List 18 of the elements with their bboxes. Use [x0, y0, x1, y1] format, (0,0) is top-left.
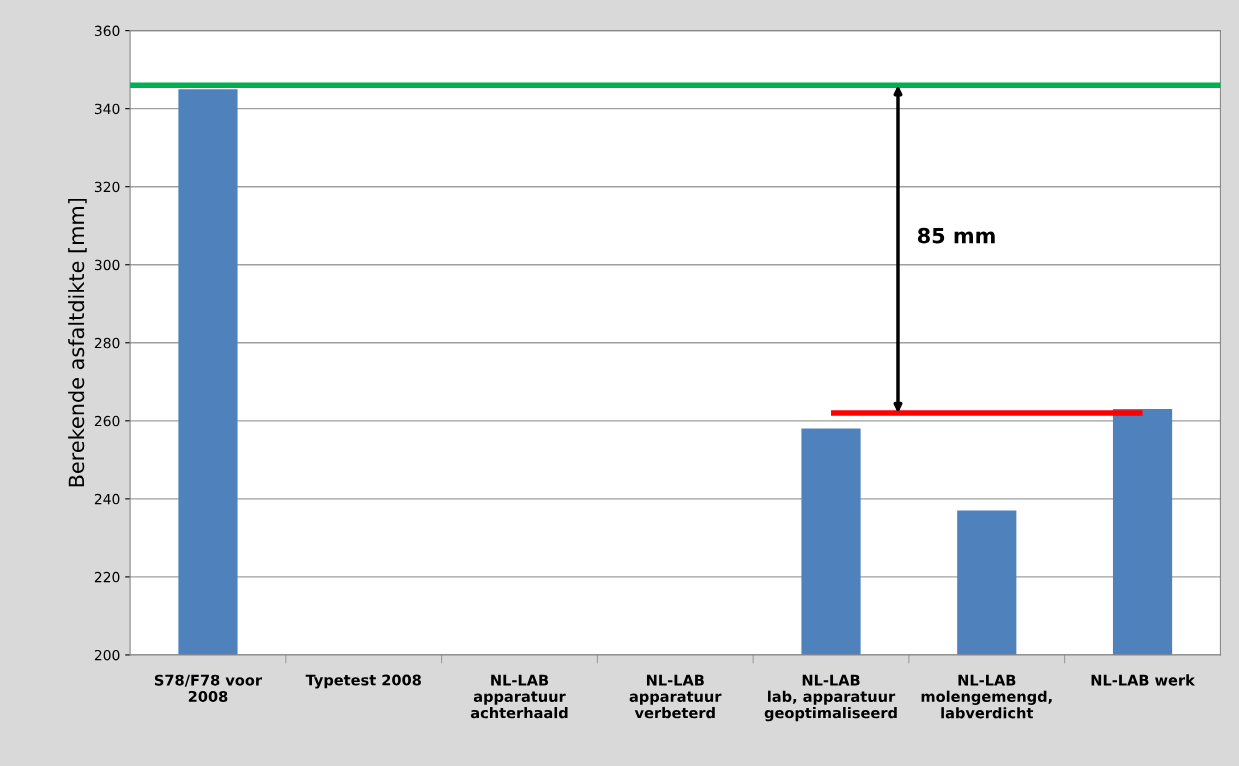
y-tick-label: 360 [94, 25, 120, 37]
x-tick-label: NL-LAB lab, apparatuur geoptimaliseerd [764, 674, 897, 722]
x-tick-label: NL-LAB apparatuur verbeterd [629, 674, 722, 719]
y-tick-label: 260 [94, 415, 120, 427]
y-tick-label: 300 [94, 259, 120, 271]
y-tick-label: 220 [94, 571, 120, 583]
x-tick-label: NL-LAB molengemengd, labverdicht [921, 674, 1052, 719]
x-tick-label: NL-LAB werk [1091, 674, 1196, 686]
y-tick-label: 320 [94, 181, 120, 193]
y-tick-label: 340 [94, 103, 120, 115]
y-axis-title: Berekende asfaltdikte [mm] [68, 198, 87, 487]
y-tick-label: 240 [94, 493, 120, 505]
x-tick-label: S78/F78 voor 2008 [154, 674, 263, 702]
y-tick-label: 280 [94, 337, 120, 349]
annotation: 85 mm [917, 227, 995, 244]
x-tick-label: NL-LAB apparatuur achterhaald [470, 674, 568, 719]
x-tick-label: Typetest 2008 [305, 674, 421, 689]
y-tick-label: 200 [94, 649, 120, 661]
